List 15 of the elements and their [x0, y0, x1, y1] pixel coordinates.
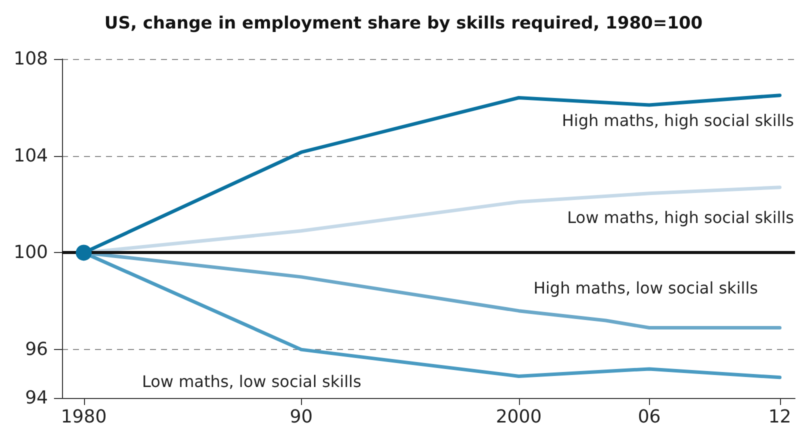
y-tick-label: 94 — [25, 388, 48, 408]
series-label: High maths, low social skills — [533, 278, 758, 298]
series-label: High maths, high social skills — [562, 110, 794, 130]
y-tick-label: 104 — [14, 145, 48, 166]
y-tick-label: 108 — [14, 48, 48, 70]
x-tick-label: 06 — [638, 406, 661, 428]
y-tick-label: 100 — [14, 242, 48, 264]
x-tick-label: 90 — [290, 406, 313, 428]
x-tick-label: 1980 — [60, 406, 107, 428]
chart-title: US, change in employment share by skills required, 1980=100 — [104, 14, 703, 34]
series-label: Low maths, low social skills — [142, 372, 362, 392]
series-label: Low maths, high social skills — [567, 208, 794, 227]
y-tick-label: 96 — [25, 339, 48, 360]
x-tick-label: 2000 — [496, 406, 542, 428]
x-tick-label: 12 — [768, 406, 792, 428]
